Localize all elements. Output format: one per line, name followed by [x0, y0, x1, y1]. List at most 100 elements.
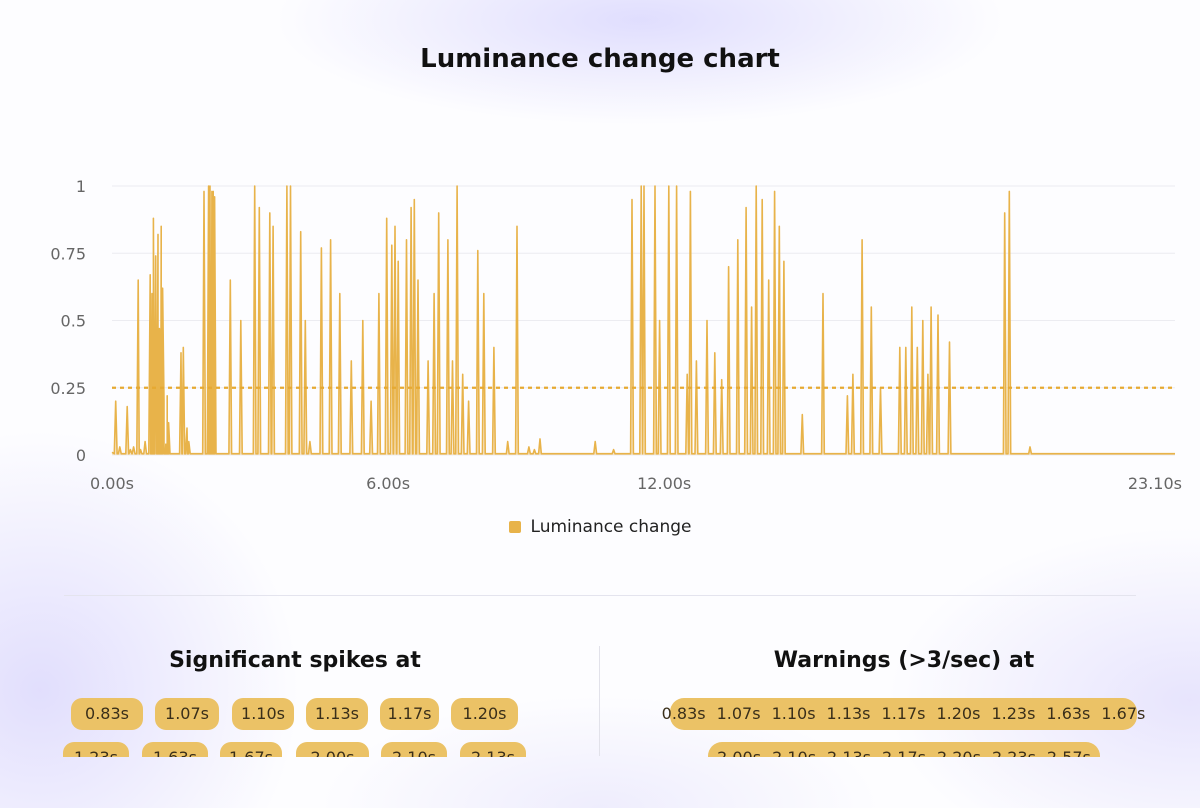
data-point — [272, 225, 274, 227]
data-point — [852, 373, 854, 375]
section-divider — [64, 595, 1136, 596]
series-line — [111, 185, 1175, 455]
data-point — [167, 422, 169, 424]
warning-time: 1.10s — [771, 704, 816, 723]
warning-time: 2.57s — [1047, 742, 1091, 757]
data-point — [861, 239, 863, 241]
data-point — [163, 400, 165, 402]
data-point — [149, 274, 151, 276]
data-point — [151, 292, 153, 294]
warning-time: 0.83s — [661, 704, 706, 723]
data-point — [727, 266, 729, 268]
data-point — [706, 319, 708, 321]
data-point — [132, 446, 134, 448]
data-point — [778, 225, 780, 227]
data-point — [186, 427, 188, 429]
data-point — [640, 185, 642, 187]
data-point — [410, 206, 412, 208]
x-tick-label: 12.00s — [637, 474, 691, 493]
warning-time: 1.07s — [716, 704, 761, 723]
data-point — [155, 255, 157, 257]
y-tick-label: 1 — [76, 177, 86, 196]
data-point — [309, 440, 311, 442]
data-point — [612, 448, 614, 450]
data-point — [737, 239, 739, 241]
spike-chip: 2.13s — [460, 742, 526, 757]
y-tick-label: 0.25 — [50, 379, 86, 398]
data-point — [462, 373, 464, 375]
warning-time: 2.10s — [772, 742, 816, 757]
data-point — [467, 400, 469, 402]
data-point — [129, 448, 131, 450]
data-point — [152, 217, 154, 219]
data-point — [899, 346, 901, 348]
data-point — [768, 279, 770, 281]
data-point — [801, 413, 803, 415]
data-point — [350, 360, 352, 362]
spike-chip: 1.17s — [380, 698, 439, 730]
warning-time: 1.23s — [991, 704, 1036, 723]
warning-time: 1.67s — [1101, 704, 1146, 723]
data-point — [433, 292, 435, 294]
data-point — [139, 448, 141, 450]
x-tick-label: 0.00s — [90, 474, 134, 493]
data-point — [870, 306, 872, 308]
data-point — [755, 185, 757, 187]
data-point — [126, 405, 128, 407]
data-point — [654, 185, 656, 187]
data-point — [937, 314, 939, 316]
data-point — [658, 319, 660, 321]
data-point — [329, 239, 331, 241]
data-point — [386, 217, 388, 219]
spike-chip: 1.07s — [155, 698, 219, 730]
column-divider — [599, 646, 600, 756]
data-point — [417, 279, 419, 281]
warning-time: 2.23s — [992, 742, 1036, 757]
luminance-chart: 0 0.25 0.5 0.75 1 0.00s 6.00s 12.00s 23.10s — [50, 177, 1182, 493]
data-point — [144, 440, 146, 442]
data-point — [750, 306, 752, 308]
warning-time: 2.20s — [937, 742, 981, 757]
data-point — [846, 395, 848, 397]
spikes-title: Significant spikes at — [169, 648, 421, 673]
warning-time: 1.17s — [881, 704, 926, 723]
data-point — [158, 327, 160, 329]
data-point — [229, 279, 231, 281]
data-point — [413, 198, 415, 200]
data-point — [911, 306, 913, 308]
data-point — [304, 319, 306, 321]
spikes-list: 0.83s 1.07s 1.10s 1.13s 1.17s 1.20s 1.23… — [56, 690, 536, 757]
legend-swatch — [508, 521, 521, 533]
spike-chip: 1.67s — [220, 742, 282, 757]
data-point — [427, 360, 429, 362]
data-point — [137, 279, 139, 281]
data-point — [289, 185, 291, 187]
data-point — [362, 319, 364, 321]
warnings-pill-row-1: 0.83s 1.07s 1.10s 1.13s 1.17s 1.20s 1.23… — [662, 698, 1145, 730]
data-point — [320, 247, 322, 249]
data-point — [643, 185, 645, 187]
warning-time: 2.13s — [827, 742, 871, 757]
data-point — [695, 360, 697, 362]
data-point — [157, 233, 159, 235]
data-point — [714, 352, 716, 354]
data-point — [394, 225, 396, 227]
data-point — [165, 443, 167, 445]
spike-chip: 1.23s — [63, 742, 129, 757]
spike-chip: 1.10s — [232, 698, 294, 730]
data-point — [166, 395, 168, 397]
data-point — [675, 185, 677, 187]
data-point — [286, 185, 288, 187]
data-point — [209, 185, 211, 187]
y-tick-label: 0.5 — [61, 312, 86, 331]
data-point — [516, 225, 518, 227]
data-point — [477, 249, 479, 251]
chart-legend[interactable]: Luminance change — [0, 517, 1200, 537]
data-point — [528, 446, 530, 448]
data-point — [339, 292, 341, 294]
data-point — [745, 206, 747, 208]
warning-time: 1.63s — [1046, 704, 1091, 723]
data-point — [203, 190, 205, 192]
data-point — [689, 190, 691, 192]
data-point — [269, 212, 271, 214]
